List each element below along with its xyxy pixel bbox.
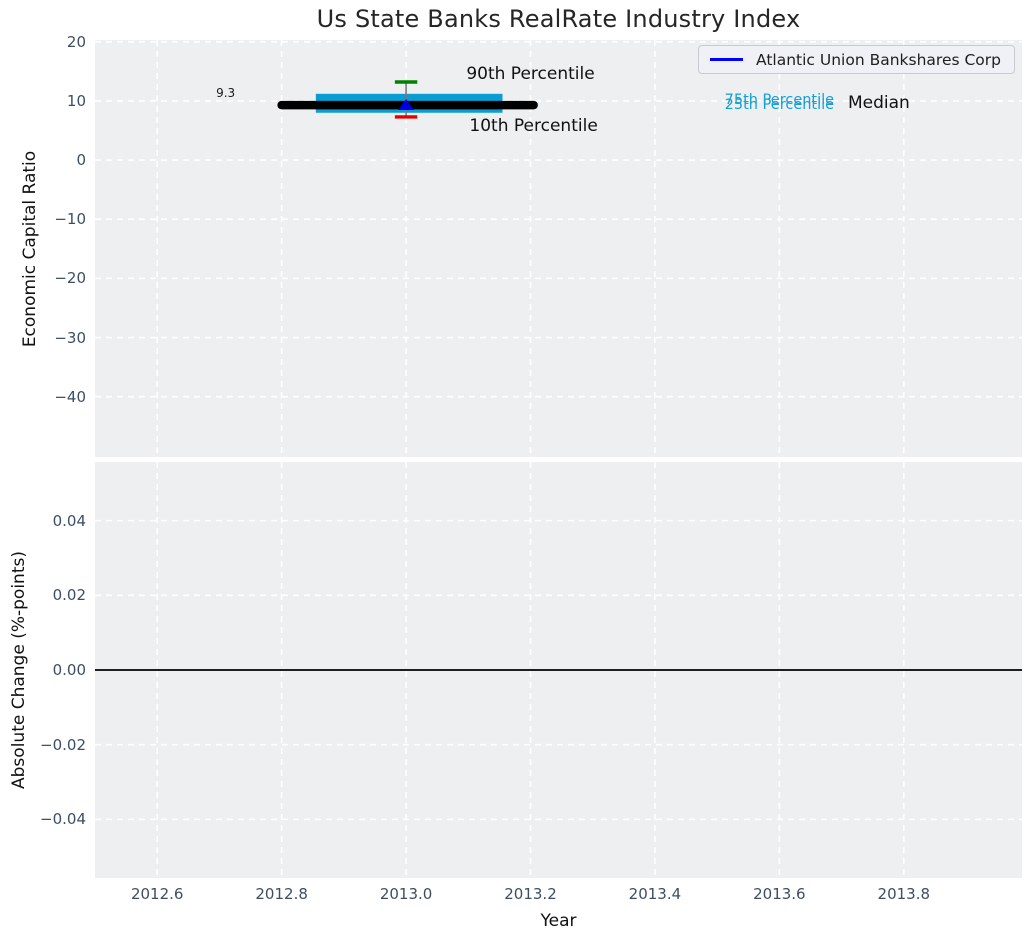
legend: Atlantic Union Bankshares Corp xyxy=(698,45,1015,74)
top-plot-area: Atlantic Union Bankshares Corp xyxy=(95,40,1022,457)
x-tick-label: 2013.8 xyxy=(877,885,931,903)
x-tick-label: 2013.0 xyxy=(379,885,433,903)
y-tick-label: −40 xyxy=(54,387,86,406)
chart-title: Us State Banks RealRate Industry Index xyxy=(316,5,801,33)
x-tick-label: 2013.2 xyxy=(504,885,557,903)
annotation-median: Median xyxy=(847,93,910,114)
annotation-75th-percentile: 75th Percentile xyxy=(724,92,835,109)
legend-line-sample xyxy=(710,58,743,61)
x-tick-label: 2013.4 xyxy=(628,885,682,903)
annotation-25th-percentile: 25th Percentile xyxy=(724,96,835,113)
x-tick-label: 2012.8 xyxy=(255,885,308,903)
company-marker xyxy=(398,98,415,110)
bottom-plot-area xyxy=(95,462,1022,878)
y-tick-label: 0 xyxy=(76,151,86,170)
legend-label: Atlantic Union Bankshares Corp xyxy=(756,50,1001,69)
y-tick-label: −0.02 xyxy=(40,735,86,754)
plot-canvas xyxy=(95,462,1022,878)
x-axis-label: Year xyxy=(540,911,577,931)
y-tick-label: 0.02 xyxy=(52,586,86,605)
annotation-90th-percentile: 90th Percentile xyxy=(466,63,595,84)
y-tick-label: −10 xyxy=(54,210,86,229)
y-tick-label: −0.04 xyxy=(40,810,86,829)
y-tick-label: 0.00 xyxy=(52,661,86,679)
annotation-10th-percentile: 10th Percentile xyxy=(469,116,598,137)
x-tick-label: 2012.6 xyxy=(130,885,184,903)
y-tick-label: 10 xyxy=(66,91,86,110)
annotation-9-3: 9.3 xyxy=(216,86,236,101)
y-tick-label: 20 xyxy=(66,32,86,51)
y-tick-label: 0.04 xyxy=(52,511,86,530)
y-axis-label-bottom: Absolute Change (%-points) xyxy=(9,551,29,789)
y-tick-label: −20 xyxy=(54,269,86,288)
y-axis-label-top: Economic Capital Ratio xyxy=(20,150,40,347)
plot-canvas xyxy=(95,40,1022,457)
x-tick-label: 2013.6 xyxy=(753,885,806,903)
y-tick-label: −30 xyxy=(54,328,86,347)
